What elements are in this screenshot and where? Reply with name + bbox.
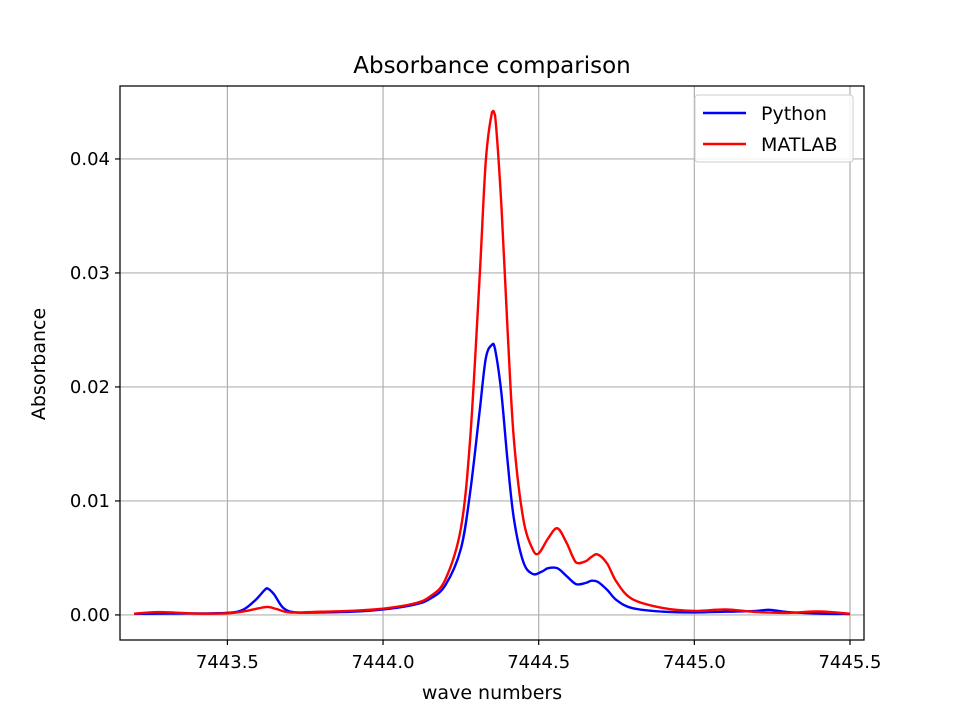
series-line-python — [134, 342, 851, 616]
y-tick-label: 0.00 — [70, 605, 110, 626]
legend-label-matlab: MATLAB — [761, 134, 838, 156]
series-lines — [133, 109, 851, 616]
y-tick-label: 0.03 — [70, 263, 110, 284]
y-tick-label: 0.01 — [70, 491, 110, 512]
legend: Python MATLAB — [694, 94, 854, 163]
series-line-matlab — [133, 109, 851, 615]
y-tick-label: 0.02 — [70, 377, 110, 398]
y-axis-title: Absorbance — [28, 308, 50, 420]
legend-label-python: Python — [761, 103, 827, 125]
x-axis-title: wave numbers — [422, 682, 562, 704]
plot-frame — [119, 85, 865, 641]
x-tick-label: 7444.5 — [507, 652, 570, 673]
x-tick-label: 7445.5 — [818, 652, 881, 673]
axis-ticks: 7443.5 7444.0 7444.5 7445.0 7445.5 0.00 0.01 0.… — [70, 149, 882, 673]
y-tick-label: 0.04 — [70, 149, 110, 170]
x-tick-label: 7444.0 — [352, 652, 415, 673]
x-tick-label: 7445.0 — [663, 652, 726, 673]
chart-title: Absorbance comparison — [353, 53, 631, 79]
x-tick-label: 7443.5 — [196, 652, 259, 673]
